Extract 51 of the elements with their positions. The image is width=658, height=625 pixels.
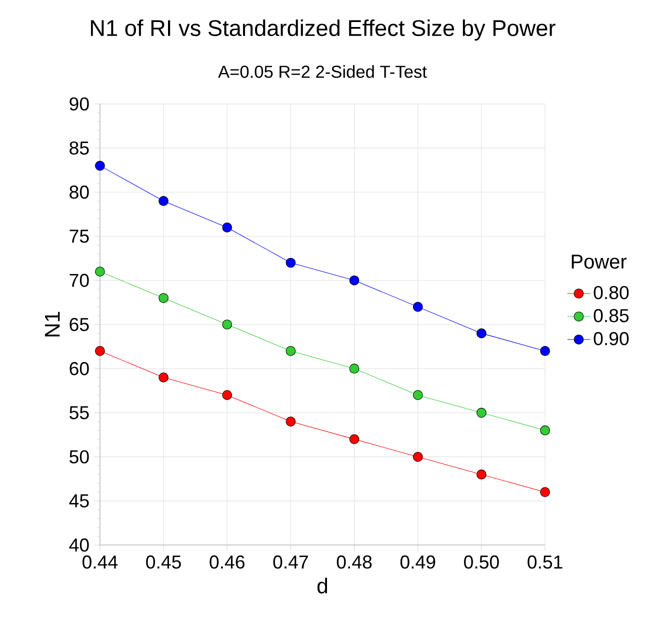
legend-label: 0.80 (594, 286, 629, 300)
point (95, 160, 105, 171)
x-axis-title: d (317, 578, 328, 594)
point (476, 328, 486, 338)
chart-subtitle: A=0.05 R=2 2-Sided T-Test (218, 65, 427, 78)
y-tick-label: 60 (70, 362, 89, 376)
y-tick-label: 40 (69, 538, 89, 552)
x-tick-label: 0.44 (82, 555, 118, 569)
point (476, 408, 486, 418)
legend-label: 0.90 (594, 332, 629, 346)
point (222, 320, 232, 330)
point (540, 487, 550, 498)
point (540, 425, 550, 436)
y-tick-label: 45 (69, 494, 89, 508)
x-tick-label: 0.47 (273, 555, 308, 569)
point (95, 346, 105, 356)
y-axis-title: N1 (44, 312, 60, 336)
point (476, 470, 486, 480)
y-tick-label: 50 (70, 450, 89, 464)
point (412, 302, 423, 312)
point (158, 293, 168, 303)
point (349, 275, 360, 286)
x-tick-label: 0.49 (400, 555, 436, 569)
point (349, 364, 360, 374)
y-tick-label: 75 (70, 230, 89, 243)
point (540, 346, 550, 356)
point (95, 266, 105, 276)
point (286, 416, 296, 426)
point (222, 222, 232, 232)
point (286, 258, 296, 268)
point (158, 196, 168, 206)
y-tick-label: 70 (70, 274, 89, 287)
point (222, 390, 232, 400)
point (158, 372, 168, 382)
y-tick-label: 55 (70, 406, 89, 420)
point (412, 390, 423, 400)
y-tick-label: 90 (70, 97, 89, 111)
point (412, 452, 423, 462)
x-tick-label: 0.46 (210, 555, 244, 569)
point (286, 346, 296, 356)
legend-title: Power (572, 254, 627, 269)
y-tick-label: 85 (70, 141, 89, 155)
y-tick-label: 65 (70, 318, 89, 332)
x-tick-label: 0.45 (146, 555, 181, 569)
point (349, 434, 360, 444)
legend-label: 0.85 (594, 308, 629, 322)
x-tick-label: 0.51 (528, 555, 562, 569)
x-tick-label: 0.48 (336, 555, 372, 569)
chart-title: N1 of RI vs Standardized Effect Size by Power (90, 19, 556, 41)
y-tick-label: 80 (70, 186, 89, 199)
x-tick-label: 0.50 (464, 555, 499, 569)
